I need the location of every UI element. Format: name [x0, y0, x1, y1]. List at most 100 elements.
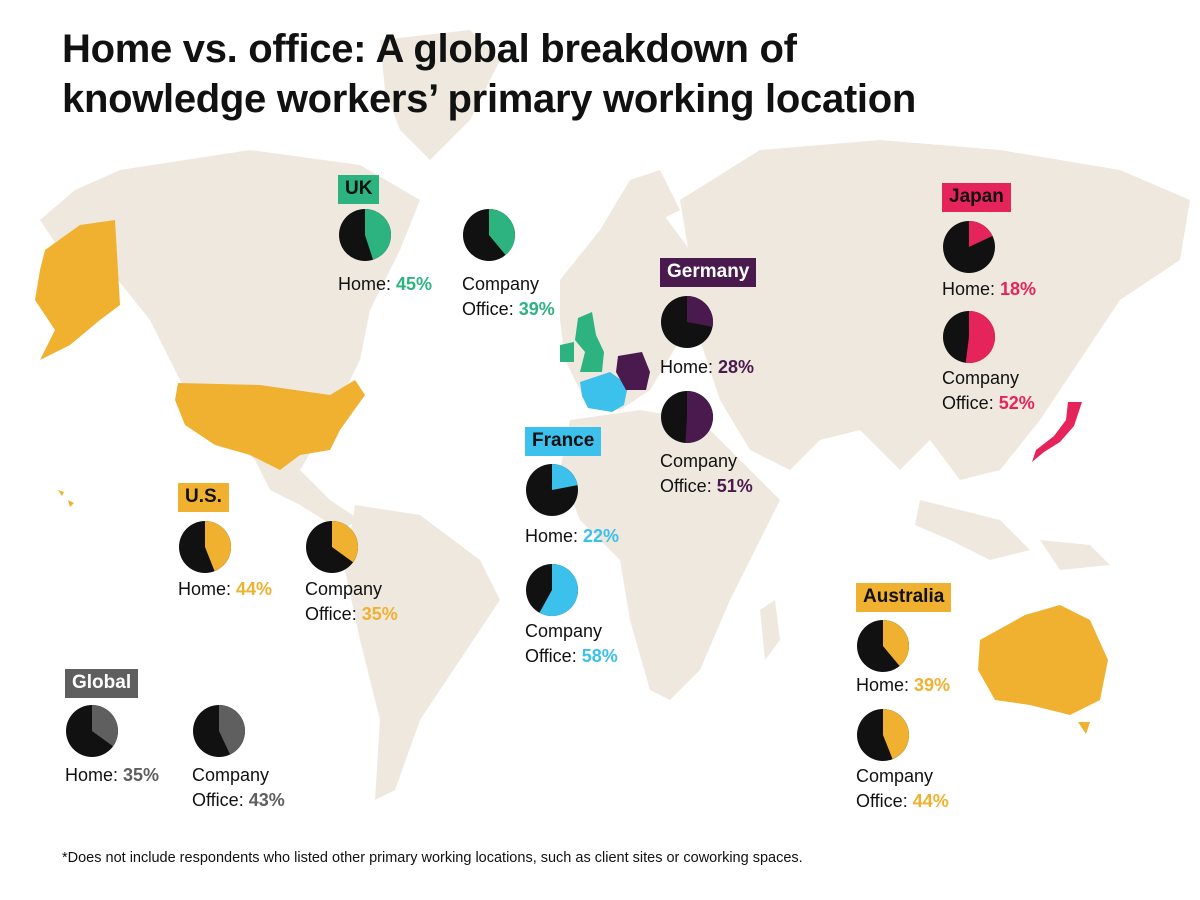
country-label-us: U.S. — [178, 483, 229, 512]
office-label: Office: — [525, 646, 582, 666]
office-caption-japan: Company Office: 52% — [942, 366, 1035, 416]
office-percentage: 43% — [248, 790, 285, 810]
pie-value-slice — [883, 709, 909, 760]
office-percentage: 51% — [716, 476, 753, 496]
office-pie-global — [193, 705, 246, 757]
office-label: Office: — [942, 393, 999, 413]
tasmania-shape — [1078, 722, 1090, 734]
pie-value-slice — [489, 209, 515, 256]
country-label-france: France — [525, 427, 602, 456]
office-caption-line1: Company — [192, 765, 270, 785]
home-caption-australia: Home: 39% — [856, 673, 950, 698]
office-label: Office: — [192, 790, 249, 810]
office-caption-france: Company Office: 58% — [525, 619, 618, 669]
home-percentage: 44% — [236, 579, 273, 599]
country-label-uk: UK — [338, 175, 380, 204]
home-percentage: 35% — [123, 765, 160, 785]
australia-shape — [978, 605, 1108, 715]
france-shape — [580, 372, 628, 412]
ireland-shape — [560, 342, 574, 362]
home-caption-uk: Home: 45% — [338, 272, 432, 297]
office-caption-germany: Company Office: 51% — [660, 449, 753, 499]
us-shape — [175, 380, 365, 470]
office-percentage: 52% — [998, 393, 1035, 413]
pie-value-slice — [687, 296, 714, 327]
office-label: Office: — [305, 604, 362, 624]
pie-value-slice — [332, 521, 358, 563]
office-pie-us — [306, 521, 358, 573]
home-caption-us: Home: 44% — [178, 577, 272, 602]
home-label: Home: — [942, 279, 1001, 299]
home-label: Home: — [525, 526, 584, 546]
highlighted-countries — [35, 220, 1108, 734]
title-line-2: knowledge workers’ primary working locat… — [62, 77, 916, 121]
page-title: Home vs. office: A global breakdown of k… — [62, 24, 1062, 124]
pie-value-slice — [965, 310, 996, 363]
office-percentage: 35% — [361, 604, 398, 624]
home-label: Home: — [660, 357, 719, 377]
country-label-japan: Japan — [942, 183, 1011, 212]
home-caption-germany: Home: 28% — [660, 355, 754, 380]
germany-shape — [616, 352, 650, 390]
country-label-global: Global — [65, 669, 139, 698]
japan-shape — [1032, 402, 1082, 462]
alaska-shape — [35, 220, 120, 360]
pie-value-slice — [539, 564, 579, 616]
office-pie-uk — [463, 209, 515, 261]
home-percentage: 18% — [1000, 279, 1037, 299]
office-pie-japan — [943, 310, 996, 363]
pie-value-slice — [883, 620, 909, 667]
hawaii-shape — [58, 490, 74, 507]
home-pie-us — [179, 521, 231, 573]
pie-value-slice — [92, 705, 118, 747]
office-caption-line1: Company — [462, 274, 540, 294]
home-label: Home: — [178, 579, 237, 599]
home-caption-japan: Home: 18% — [942, 277, 1036, 302]
home-percentage: 28% — [718, 357, 755, 377]
home-label: Home: — [856, 675, 915, 695]
home-pie-australia — [857, 620, 909, 672]
office-caption-global: Company Office: 43% — [192, 763, 285, 813]
office-percentage: 39% — [518, 299, 555, 319]
office-caption-us: Company Office: 35% — [305, 577, 398, 627]
office-caption-australia: Company Office: 44% — [856, 764, 949, 814]
home-caption-global: Home: 35% — [65, 763, 159, 788]
home-pie-germany — [661, 296, 714, 348]
home-pie-uk — [339, 209, 392, 261]
office-caption-uk: Company Office: 39% — [462, 272, 555, 322]
country-label-australia: Australia — [856, 583, 952, 612]
office-pie-france — [526, 564, 579, 616]
pie-value-slice — [365, 209, 392, 260]
office-caption-line1: Company — [305, 579, 383, 599]
office-caption-line1: Company — [856, 766, 934, 786]
home-pie-france — [526, 464, 578, 516]
home-percentage: 39% — [914, 675, 951, 695]
home-pie-global — [66, 705, 118, 757]
map-land — [40, 30, 1190, 800]
home-label: Home: — [338, 274, 397, 294]
office-label: Office: — [462, 299, 519, 319]
uk-shape — [575, 312, 604, 372]
office-caption-line1: Company — [942, 368, 1020, 388]
home-caption-france: Home: 22% — [525, 524, 619, 549]
home-pie-japan — [943, 221, 995, 273]
pie-value-slice — [552, 464, 578, 490]
pie-value-slice — [205, 521, 231, 572]
home-percentage: 45% — [396, 274, 433, 294]
pie-value-slice — [969, 221, 993, 247]
office-label: Office: — [660, 476, 717, 496]
office-percentage: 58% — [581, 646, 618, 666]
office-pie-australia — [857, 709, 909, 761]
title-line-1: Home vs. office: A global breakdown of — [62, 27, 797, 71]
office-caption-line1: Company — [525, 621, 603, 641]
home-label: Home: — [65, 765, 124, 785]
pie-value-slice — [219, 705, 246, 755]
pie-value-slice — [685, 391, 713, 443]
office-label: Office: — [856, 791, 913, 811]
office-pie-germany — [661, 391, 713, 443]
office-percentage: 44% — [912, 791, 949, 811]
country-label-germany: Germany — [660, 258, 757, 287]
footnote: *Does not include respondents who listed… — [62, 850, 803, 866]
office-caption-line1: Company — [660, 451, 738, 471]
